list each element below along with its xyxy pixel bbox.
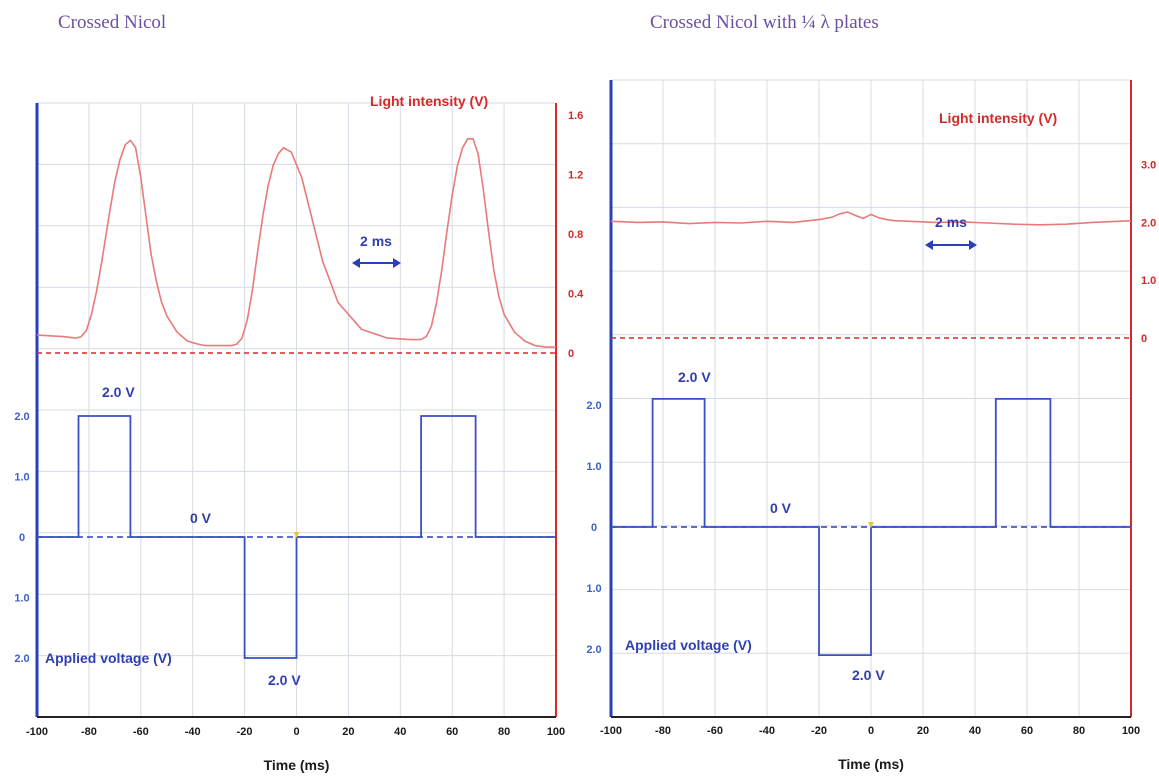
left-voltage-tick-label: 1.0 <box>14 593 29 605</box>
left-x-tick-label: 100 <box>547 726 565 738</box>
right-x-tick-label: 20 <box>917 725 929 737</box>
left-intensity-tick-label: 0.4 <box>568 289 584 301</box>
right-x-axis-label: Time (ms) <box>838 756 904 772</box>
left-scale-arrow-left <box>352 258 360 268</box>
right-trigger-marker <box>868 522 874 528</box>
left-x-tick-label: -100 <box>26 726 48 738</box>
right-voltage-tick-label: 2.0 <box>586 644 601 656</box>
left-trigger-marker <box>293 532 300 538</box>
left-x-tick-label: 80 <box>498 726 510 738</box>
left-chart-title: Crossed Nicol <box>58 12 167 33</box>
right-chart-title: Crossed Nicol with ¼ λ plates <box>650 12 879 33</box>
left-x-tick-label: -20 <box>237 726 253 738</box>
right-scale-arrow-right <box>969 240 977 250</box>
left-x-tick-label: -40 <box>185 726 201 738</box>
left-intensity-tick-label: 1.6 <box>568 110 583 122</box>
left-voltage-tick-label: 2.0 <box>14 653 29 665</box>
right-x-tick-label: 0 <box>868 725 874 737</box>
right-x-tick-label: 100 <box>1122 725 1140 737</box>
right-intensity-series-line <box>610 211 1132 226</box>
right-x-tick-label: -100 <box>600 725 622 737</box>
right-intensity-tick-label: 3.0 <box>1141 160 1156 172</box>
left-x-tick-label: -60 <box>133 726 149 738</box>
left-intensity-tick-label: 1.2 <box>568 170 583 182</box>
right-voltage-label: Applied voltage (V) <box>625 637 752 653</box>
right-intensity-tick-label: 0 <box>1141 333 1147 345</box>
left-x-tick-label: -80 <box>81 726 97 738</box>
right-voltage-tick-label: 0 <box>591 522 597 534</box>
right-scale-arrow-left <box>925 240 933 250</box>
right-voltage-annotation: 2.0 V <box>852 667 885 683</box>
left-intensity-series-line <box>36 138 556 348</box>
left-scale-label: 2 ms <box>360 233 392 249</box>
left-x-tick-label: 20 <box>342 726 354 738</box>
left-voltage-label: Applied voltage (V) <box>45 650 172 666</box>
right-voltage-tick-label: 1.0 <box>586 461 601 473</box>
left-voltage-annotation: 0 V <box>190 510 212 526</box>
right-x-tick-label: 80 <box>1073 725 1085 737</box>
left-scale-arrow-right <box>393 258 401 268</box>
right-voltage-tick-label: 2.0 <box>586 400 601 412</box>
left-x-tick-label: 40 <box>394 726 406 738</box>
left-x-tick-label: 0 <box>293 726 299 738</box>
right-voltage-series-line <box>611 397 1131 656</box>
left-intensity-label: Light intensity (V) <box>370 93 488 109</box>
left-voltage-tick-label: 1.0 <box>14 472 29 484</box>
right-voltage-annotation: 0 V <box>770 500 792 516</box>
right-x-tick-label: 40 <box>969 725 981 737</box>
right-x-tick-label: -80 <box>655 725 671 737</box>
right-x-tick-label: -40 <box>759 725 775 737</box>
right-voltage-annotation: 2.0 V <box>678 369 711 385</box>
left-voltage-tick-label: 2.0 <box>14 411 29 423</box>
left-intensity-tick-label: 0.8 <box>568 229 583 241</box>
right-x-tick-label: -20 <box>811 725 827 737</box>
left-voltage-tick-label: 0 <box>19 532 25 544</box>
right-intensity-label: Light intensity (V) <box>939 110 1057 126</box>
right-intensity-tick-label: 2.0 <box>1141 217 1156 229</box>
right-scale-label: 2 ms <box>935 214 967 230</box>
right-x-tick-label: -60 <box>707 725 723 737</box>
left-voltage-annotation: 2.0 V <box>268 672 301 688</box>
left-x-axis-label: Time (ms) <box>264 757 330 773</box>
left-x-tick-label: 60 <box>446 726 458 738</box>
left-voltage-series-line <box>37 415 556 659</box>
right-voltage-tick-label: 1.0 <box>586 583 601 595</box>
left-intensity-tick-label: 0 <box>568 348 574 360</box>
right-intensity-tick-label: 1.0 <box>1141 275 1156 287</box>
right-x-tick-label: 60 <box>1021 725 1033 737</box>
left-voltage-annotation: 2.0 V <box>102 384 135 400</box>
